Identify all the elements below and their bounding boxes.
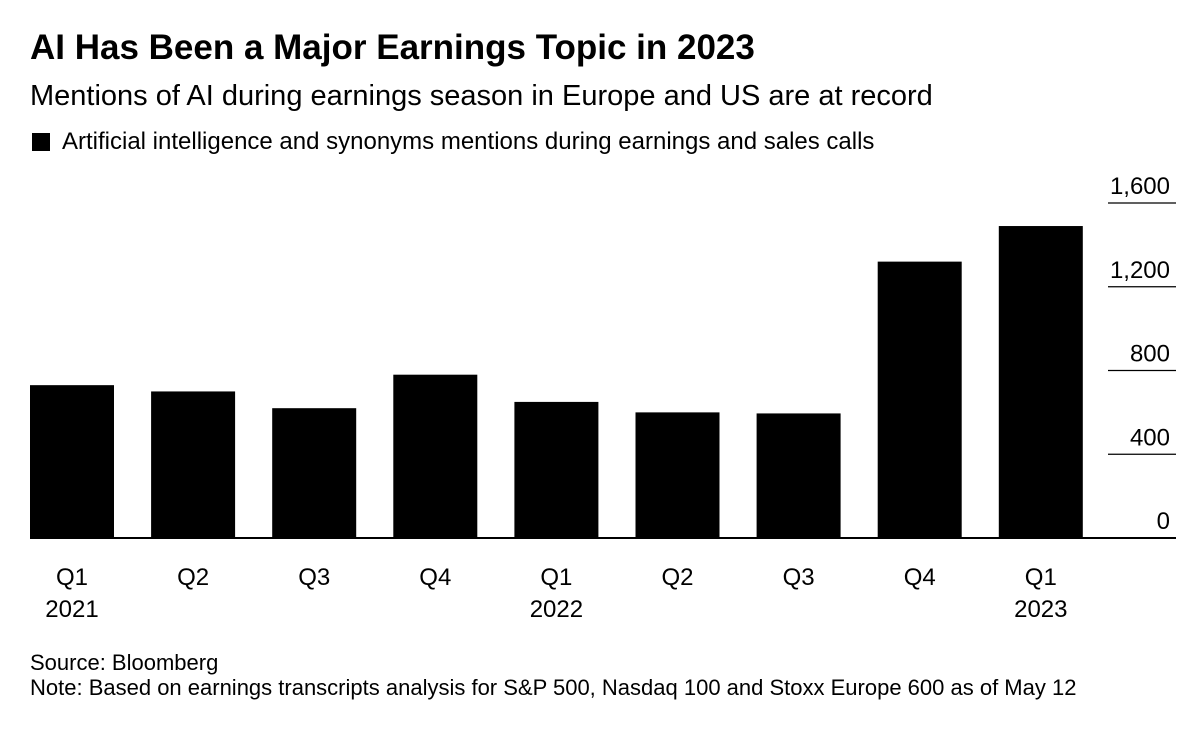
y-tick-label: 400 — [1130, 424, 1170, 451]
x-tick-label: Q4 — [419, 564, 451, 591]
bar — [514, 401, 599, 538]
chart-title: AI Has Been a Major Earnings Topic in 20… — [30, 28, 755, 67]
bar — [30, 385, 114, 538]
x-tick-year-label: 2021 — [45, 596, 98, 623]
methodology-note: Note: Based on earnings transcripts anal… — [30, 675, 1077, 700]
x-tick-year-label: 2023 — [1014, 596, 1067, 623]
bar — [272, 408, 357, 538]
legend-swatch — [32, 133, 50, 151]
bar — [635, 412, 720, 538]
y-tick-label: 1,200 — [1110, 257, 1170, 284]
x-tick-label: Q2 — [661, 564, 693, 591]
x-tick-label: Q4 — [904, 564, 936, 591]
bar — [756, 413, 841, 538]
x-tick-label: Q2 — [177, 564, 209, 591]
x-tick-label: Q1 — [56, 564, 88, 591]
footer: Source: Bloomberg Note: Based on earning… — [30, 650, 1170, 700]
bar — [151, 391, 236, 538]
y-tick-label: 0 — [1157, 508, 1170, 535]
y-tick-label: 1,600 — [1110, 173, 1170, 200]
bar — [877, 261, 962, 538]
legend: Artificial intelligence and synonyms men… — [32, 128, 874, 156]
x-tick-label: Q3 — [298, 564, 330, 591]
x-tick-label: Q3 — [783, 564, 815, 591]
x-tick-label: Q1 — [540, 564, 572, 591]
chart-subtitle: Mentions of AI during earnings season in… — [30, 80, 933, 112]
y-tick-label: 800 — [1130, 341, 1170, 368]
bar-chart: 0 400 800 1,200 1,600 Q1 2021 Q2 Q3 Q4 Q1 2022 Q2 Q3 Q… — [30, 173, 1176, 623]
x-tick-year-label: 2022 — [530, 596, 583, 623]
legend-label: Artificial intelligence and synonyms men… — [62, 128, 875, 155]
bar — [998, 226, 1083, 538]
x-tick-label: Q1 — [1025, 564, 1057, 591]
source-note: Source: Bloomberg — [30, 650, 219, 675]
bar — [393, 374, 478, 538]
